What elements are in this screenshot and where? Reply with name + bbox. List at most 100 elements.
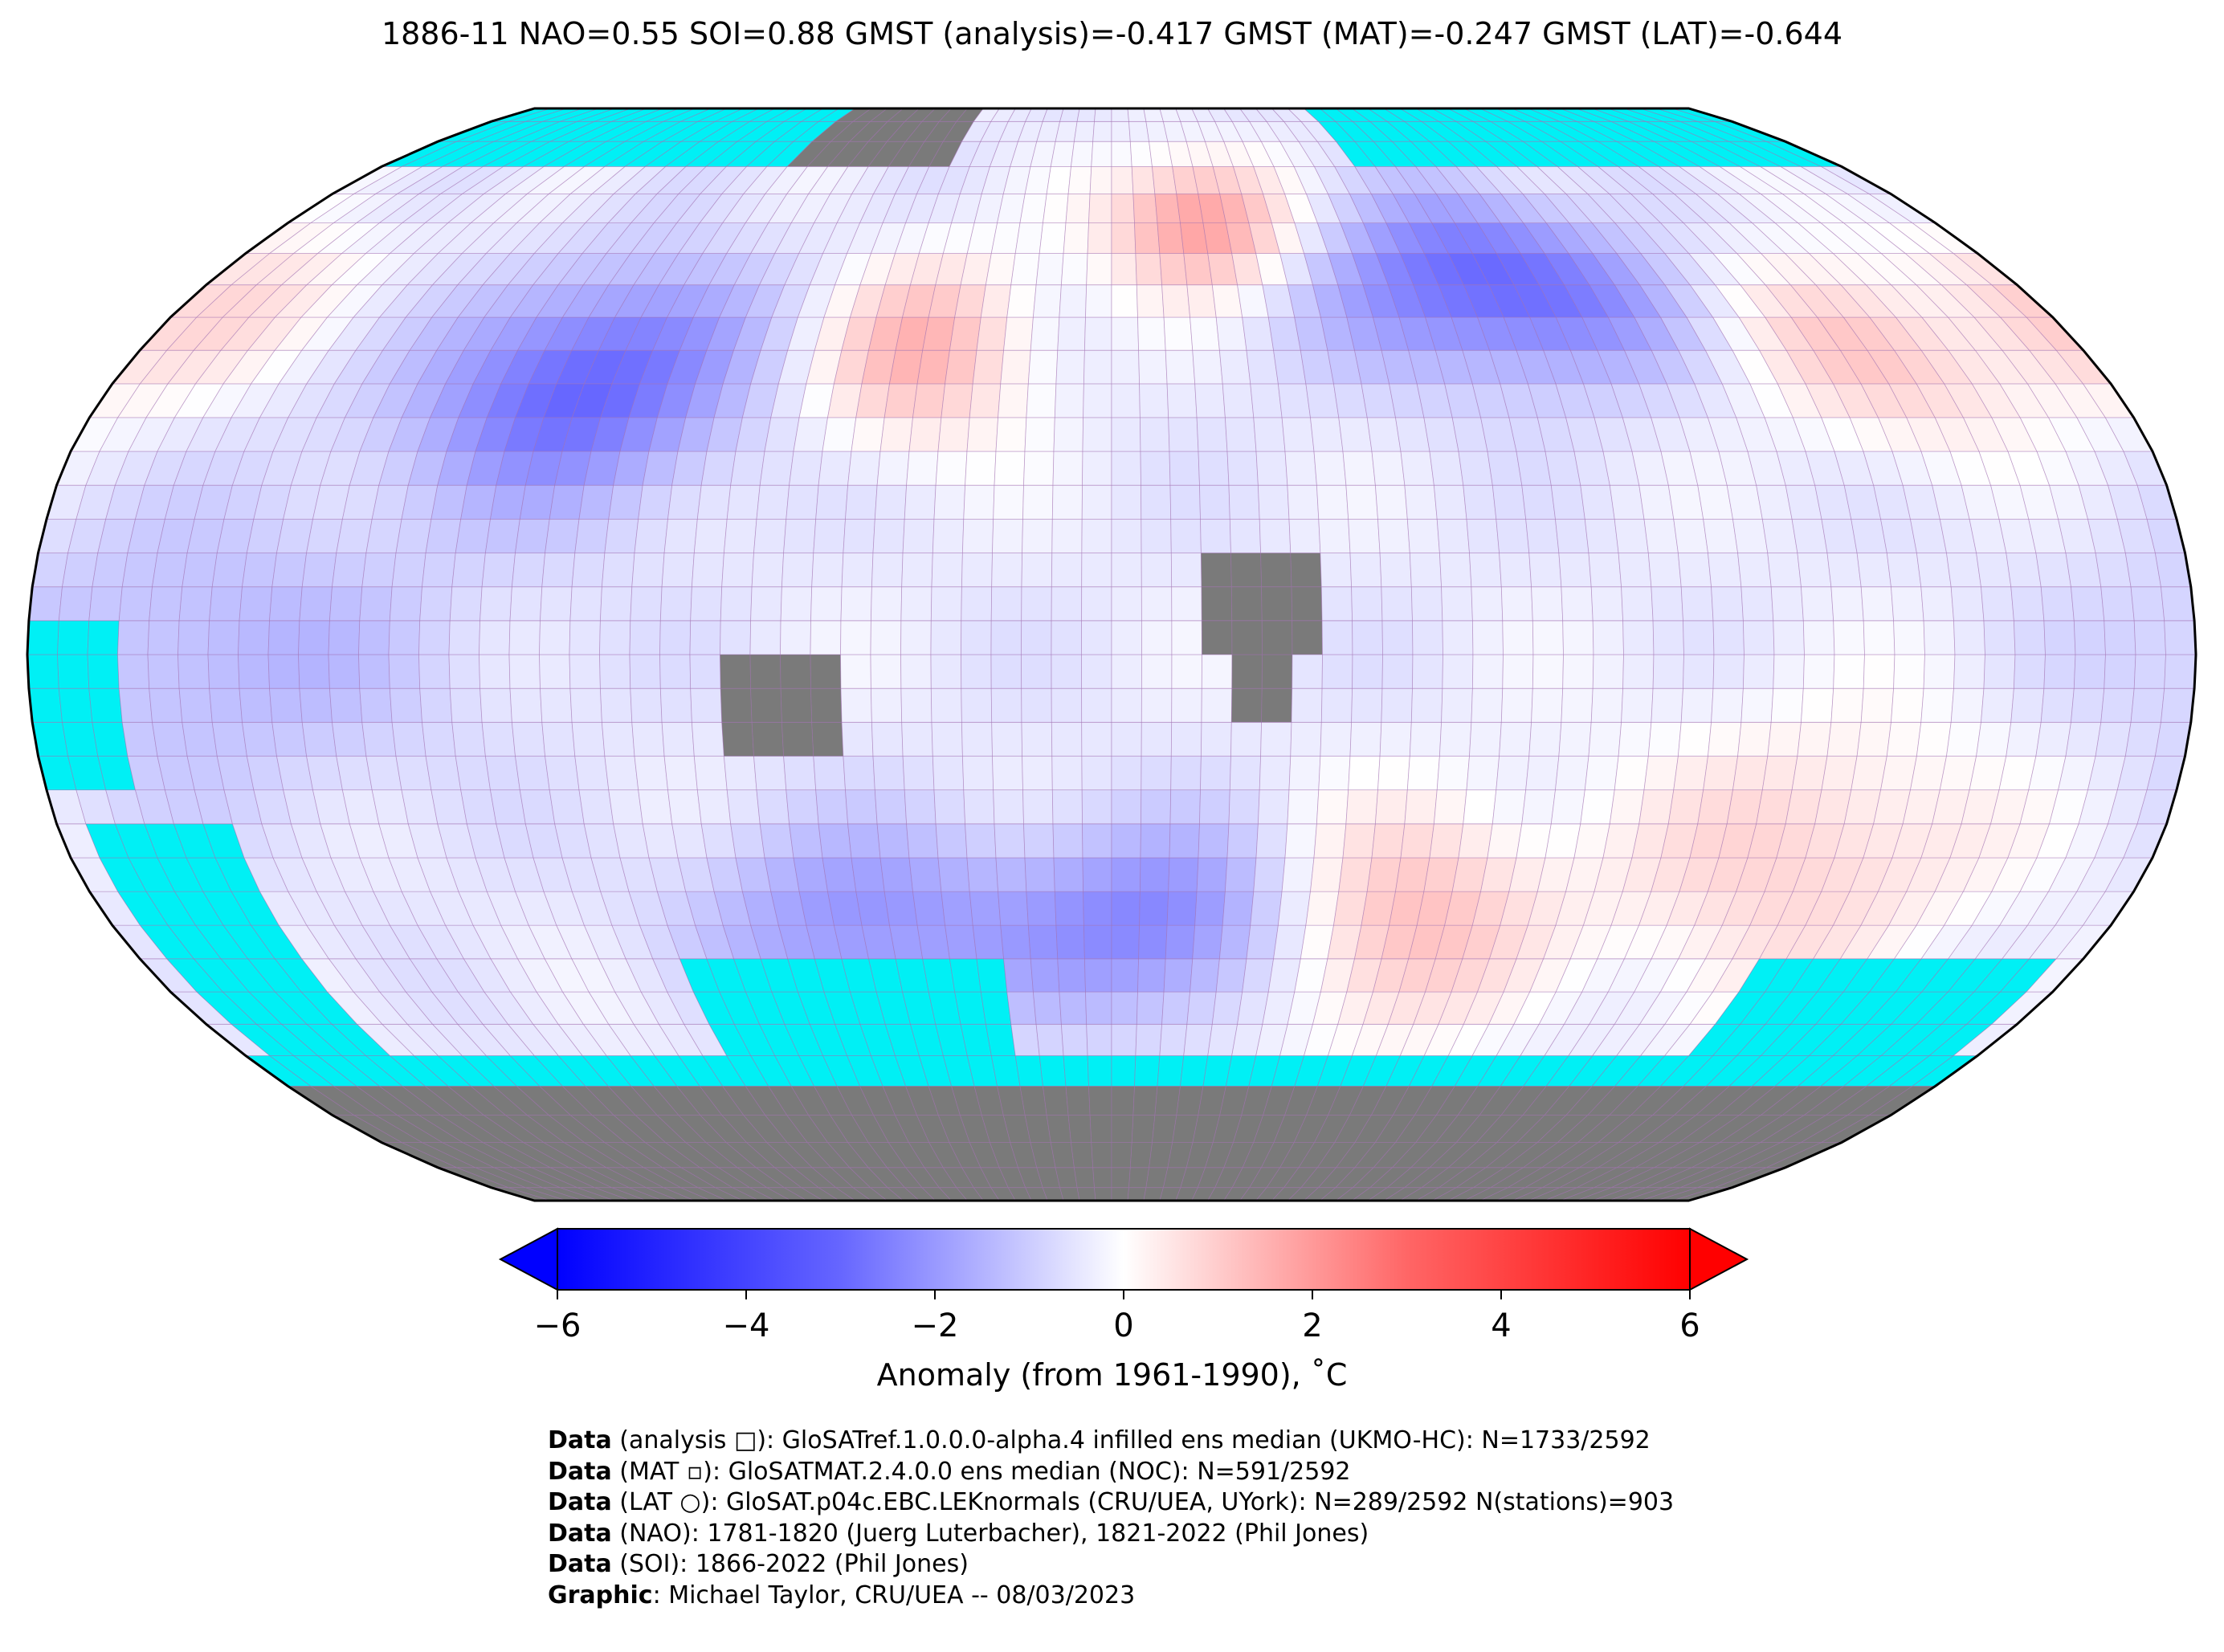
grid-cell (1057, 958, 1086, 993)
grid-cell (1111, 891, 1141, 926)
grid-cell (479, 586, 512, 622)
grid-cell (1891, 687, 1924, 723)
grid-cell (1433, 484, 1467, 520)
grid-cell (1006, 991, 1037, 1025)
grid-cell (1305, 383, 1340, 418)
grid-cell (1976, 553, 2012, 588)
grid-cell (876, 823, 910, 859)
grid-cell (2013, 620, 2046, 655)
grid-cell (961, 756, 994, 790)
grid-cell (990, 620, 1022, 655)
grid-cell (1111, 620, 1142, 655)
grid-cell (1412, 620, 1443, 655)
grid-cell (1338, 417, 1373, 452)
grid-cell (1171, 586, 1202, 622)
grid-cell (1228, 789, 1260, 825)
grid-cell (1398, 108, 1441, 122)
grid-cell (1111, 222, 1136, 254)
grid-cell (1833, 620, 1865, 655)
grid-cell (1014, 1055, 1043, 1087)
grid-cell (969, 891, 1002, 926)
grid-cell (1673, 756, 1708, 790)
grid-cell (57, 620, 90, 655)
grid-cell (906, 823, 939, 859)
grid-cell (395, 519, 432, 553)
grid-cell (1492, 789, 1527, 825)
grid-cell (1200, 553, 1232, 588)
grid-cell (1051, 756, 1083, 790)
grid-cell (937, 857, 970, 892)
grid-cell (1400, 823, 1434, 859)
grid-cell (1404, 484, 1438, 520)
grid-cell (751, 721, 785, 757)
grid-cell (1562, 620, 1594, 655)
grid-cell (1111, 1055, 1136, 1087)
grid-cell (966, 857, 999, 892)
grid-cell (419, 687, 453, 723)
grid-cell (730, 823, 765, 859)
grid-cell (152, 553, 188, 588)
grid-cell (1111, 756, 1142, 790)
grid-cell (2095, 721, 2132, 757)
grid-cell (395, 756, 432, 790)
grid-cell (1561, 586, 1594, 622)
grid-cell (118, 586, 153, 622)
grid-cell (1770, 586, 1804, 622)
grid-cell (422, 721, 456, 757)
credit-text: (analysis □): GloSATref.1.0.0.0-alpha.4 … (611, 1426, 1651, 1454)
grid-cell (1320, 721, 1353, 757)
grid-cell (1141, 687, 1173, 723)
grid-cell (1946, 721, 1981, 757)
grid-cell (886, 108, 920, 122)
grid-cell (1555, 756, 1589, 790)
grid-cell (629, 108, 679, 122)
grid-cell (1165, 349, 1196, 385)
credit-heading: Data (548, 1457, 612, 1486)
grid-cell (671, 451, 708, 486)
grid-cell (1085, 284, 1112, 318)
grid-cell (332, 721, 367, 757)
grid-cell (1469, 721, 1502, 757)
grid-cell (1271, 108, 1302, 122)
grid-cell (1222, 383, 1255, 418)
grid-cell (1053, 857, 1084, 892)
grid-cell (1886, 553, 1922, 588)
grid-cell (949, 958, 981, 993)
grid-cell (1406, 519, 1440, 553)
grid-cell (1128, 1167, 1150, 1189)
grid-cell (1171, 654, 1202, 689)
grid-cell (1054, 383, 1084, 418)
grid-cell (990, 586, 1022, 622)
grid-cell (2100, 687, 2135, 723)
grid-cell (991, 721, 1023, 757)
grid-cell (1192, 924, 1223, 960)
grid-cell (1030, 958, 1060, 993)
grid-cell (1086, 1023, 1112, 1056)
grid-cell (332, 553, 367, 588)
grid-cell (1463, 484, 1497, 520)
grid-cell (541, 721, 576, 757)
grid-cell (1555, 519, 1589, 553)
grid-cell (1313, 823, 1347, 859)
grid-cell (1051, 484, 1083, 520)
grid-cell (1821, 519, 1858, 553)
grid-cell (1059, 1187, 1080, 1201)
grid-cell (691, 721, 724, 757)
grid-cell (569, 620, 601, 655)
grid-cell (1081, 687, 1112, 723)
grid-cell (1432, 108, 1474, 122)
grid-cell (1680, 586, 1714, 622)
grid-cell (1436, 519, 1470, 553)
grid-cell (1677, 553, 1712, 588)
grid-cell (1111, 924, 1141, 960)
grid-cell (1111, 1023, 1137, 1056)
grid-cell (1086, 253, 1112, 286)
grid-cell (1081, 756, 1112, 790)
grid-cell (1349, 721, 1382, 757)
grid-cell (879, 857, 913, 892)
grid-cell (879, 417, 913, 452)
grid-cell (1609, 789, 1645, 825)
grid-cell (949, 316, 981, 351)
grid-cell (2161, 586, 2195, 622)
grid-cell (1051, 789, 1083, 825)
